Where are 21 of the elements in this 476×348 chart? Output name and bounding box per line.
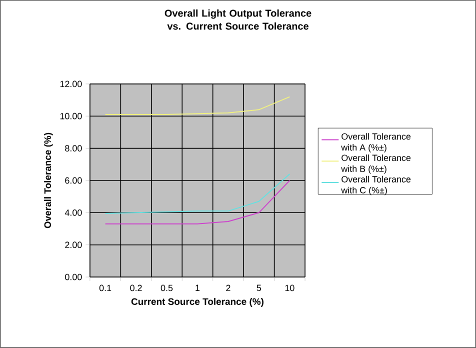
x-tick-label: 2 <box>226 284 230 292</box>
y-tick-label: 6.00 <box>65 177 82 184</box>
x-tick-label: 0.2 <box>130 284 142 292</box>
y-axis-title: Overall Tolerance (%) <box>44 132 53 228</box>
x-tick-label: 10 <box>285 284 294 292</box>
line-series <box>104 174 290 214</box>
chart-title: Overall Light Output Tolerance vs. Current Source Tolerance <box>164 9 312 30</box>
y-tick-label: 4.00 <box>64 209 82 216</box>
legend-label: Overall Tolerance with A (%±) <box>341 133 411 152</box>
y-tick-label: 10.00 <box>60 112 82 120</box>
legend-label: Overall Tolerance with C (%±) <box>341 176 411 196</box>
y-tick-label: 8.00 <box>65 145 82 152</box>
x-tick-label: 0.1 <box>99 284 112 292</box>
x-tick-label: 0.5 <box>160 284 173 292</box>
y-tick-label: 12.00 <box>60 80 82 88</box>
x-tick-label: 1 <box>196 284 200 291</box>
legend-label: Overall Tolerance with B (%±) <box>341 154 411 174</box>
y-tick-label: 2.00 <box>65 242 82 248</box>
y-tick-label: 0.00 <box>65 274 82 280</box>
x-tick-label: 5 <box>256 284 262 292</box>
x-axis-title: Current Source Tolerance (%) <box>131 298 264 307</box>
